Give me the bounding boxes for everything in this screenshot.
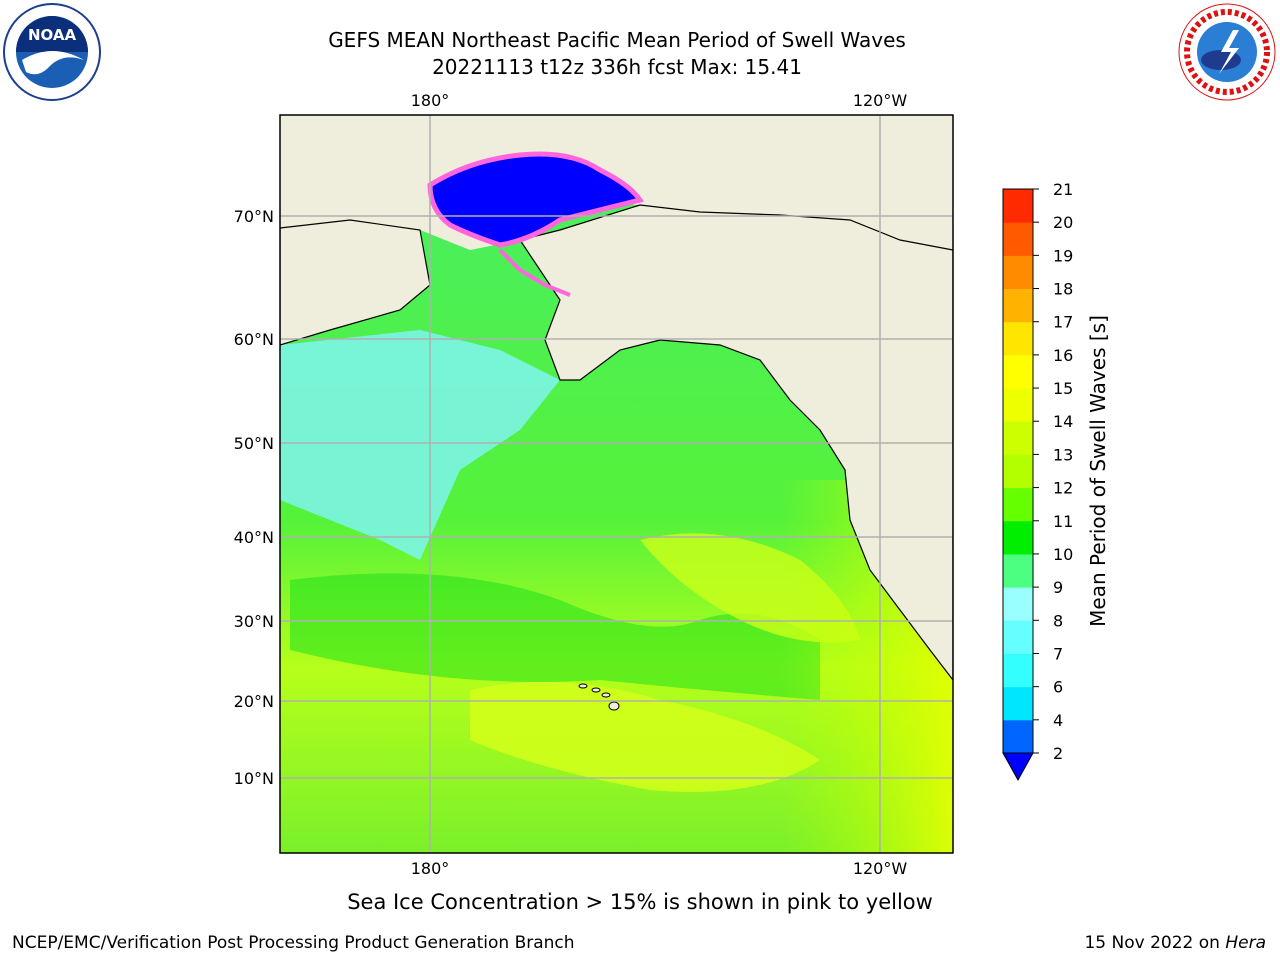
colorbar-segment [1003,454,1033,489]
nws-logo [1178,3,1276,101]
colorbar-tick-label: 10 [1053,545,1073,564]
lon-label-top-120w: 120°W [853,91,908,110]
sea-ice-caption: Sea Ice Concentration > 15% is shown in … [347,890,933,914]
colorbar-label: Mean Period of Swell Waves [s] [1086,315,1110,627]
lat-label-10n: 10°N [234,769,274,788]
sea-ice-region [427,151,645,248]
colorbar-segment [1003,189,1033,223]
sea-ice-edge [498,248,571,297]
colorbar-tick-label: 15 [1053,379,1073,398]
lat-label-20n: 20°N [234,692,274,711]
colorbar-segment [1003,388,1033,422]
colorbar-tick-label: 21 [1053,180,1073,199]
hawaii-islands [578,683,620,711]
colorbar-tick-label: 9 [1053,578,1063,597]
footer-host: Hera [1225,933,1266,953]
colorbar-tick-label: 17 [1053,313,1073,332]
colorbar-segment [1003,222,1033,256]
svg-text:NOAA: NOAA [28,26,77,44]
colorbar-frame [1002,188,1034,754]
colorbar-segments [1003,189,1033,754]
lat-label-50n: 50°N [234,434,274,453]
colorbar-under-triangle [1002,752,1034,782]
colorbar-segment [1003,686,1033,721]
land-north-america [519,204,953,681]
colorbar-segment [1003,354,1033,389]
lat-label-40n: 40°N [234,528,274,547]
lon-label-bottom-120w: 120°W [853,859,908,878]
lat-label-60n: 60°N [234,330,274,349]
colorbar-segment [1003,255,1033,290]
graticule [280,115,953,853]
footer-credit: NCEP/EMC/Verification Post Processing Pr… [12,933,575,953]
colorbar-tick-label: 4 [1053,711,1063,730]
chart-subtitle: 20221113 t12z 336h fcst Max: 15.41 [432,55,802,79]
colorbar-tick-label: 11 [1053,512,1073,531]
colorbar-segment [1003,321,1033,356]
colorbar-tick-label: 8 [1053,611,1063,630]
green-band [290,573,820,700]
colorbar-segment [1003,520,1033,555]
colorbar-segment [1003,487,1033,522]
colorbar-tick-label: 16 [1053,346,1073,365]
colorbar-segment [1003,421,1033,455]
colorbar-tick-label: 2 [1053,744,1063,763]
colorbar-segment [1003,620,1033,654]
lon-label-bottom-180: 180° [411,859,450,878]
colorbar-tick-label: 7 [1053,644,1063,663]
land-siberia [280,219,431,346]
colorbar-segment [1003,587,1033,621]
colorbar-tick-label: 20 [1053,213,1073,232]
colorbar-segment [1003,288,1033,323]
chart-title: GEFS MEAN Northeast Pacific Mean Period … [328,28,906,52]
colorbar-tick-label: 19 [1053,246,1073,265]
map-frame [279,114,954,854]
colorbar-tick-label: 12 [1053,479,1073,498]
lon-label-top-180: 180° [411,91,450,110]
colorbar-tick-label: 14 [1053,412,1073,431]
noaa-logo: NOAA [3,3,101,101]
lat-label-30n: 30°N [234,612,274,631]
lat-label-70n: 70°N [234,207,274,226]
colorbar-tick-label: 6 [1053,678,1063,697]
colorbar-segment [1003,553,1033,588]
footer-date: 15 Nov 2022 on Hera [1084,933,1266,953]
colorbar-segment [1003,653,1033,688]
colorbar-tick-label: 13 [1053,445,1073,464]
colorbar-segment [1003,719,1033,754]
colorbar-tick-label: 18 [1053,280,1073,299]
low-period-region [280,330,560,560]
colorbar-ticks: 2 4 6 7 8 9 10 11 12 13 14 15 16 17 18 19 20 21 [1033,180,1073,763]
high-period-region [470,682,820,792]
